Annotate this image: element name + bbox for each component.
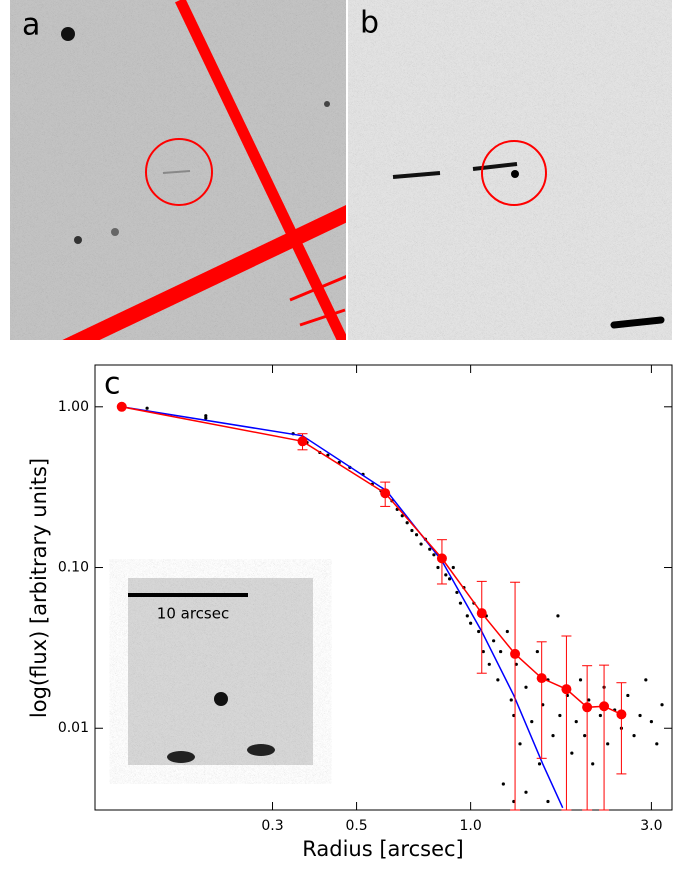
data-point <box>444 573 448 577</box>
data-point <box>469 621 473 625</box>
data-point <box>501 782 505 786</box>
panel-b-image <box>348 0 672 340</box>
data-point <box>570 751 574 755</box>
data-point <box>546 799 550 804</box>
x-tick-label: 0.3 <box>261 818 283 834</box>
data-point <box>524 685 528 689</box>
data-point <box>574 719 578 724</box>
data-point <box>660 703 664 707</box>
binned-point <box>436 553 447 564</box>
panel-label: a <box>22 8 40 43</box>
data-point <box>436 565 440 570</box>
data-point <box>410 528 414 533</box>
data-point <box>638 713 642 718</box>
data-point <box>598 713 602 718</box>
data-point <box>591 762 595 766</box>
x-tick-label: 3.0 <box>640 818 662 834</box>
data-point <box>492 639 496 643</box>
data-point <box>428 547 432 551</box>
binned-point <box>297 436 308 447</box>
data-point <box>204 416 208 420</box>
data-point <box>558 713 562 718</box>
panel-a-image <box>10 0 346 340</box>
data-point <box>465 614 469 618</box>
data-point <box>524 790 528 794</box>
data-point <box>649 719 654 724</box>
inset-label: 10 arcsec <box>157 605 229 623</box>
data-point <box>606 742 610 746</box>
binned-point <box>116 401 127 412</box>
binned-point <box>476 608 487 619</box>
data-point <box>655 742 659 746</box>
y-tick-label: 0.10 <box>58 560 89 576</box>
data-point <box>587 698 591 702</box>
inset-image <box>128 578 313 765</box>
data-point <box>451 565 455 570</box>
data-point <box>578 678 583 682</box>
data-point <box>481 649 485 654</box>
data-point <box>419 542 423 546</box>
binned-point <box>582 702 593 713</box>
y-axis-title: log(flux) [arbitrary units] <box>27 458 51 718</box>
data-point <box>405 521 409 525</box>
data-point <box>204 414 208 418</box>
data-point <box>509 698 513 702</box>
y-tick-label: 0.01 <box>58 720 89 736</box>
x-axis-title: Radius [arcsec] <box>302 837 463 861</box>
binned-point <box>536 673 547 684</box>
data-point <box>537 762 542 766</box>
x-tick-label: 0.5 <box>345 818 367 834</box>
data-point <box>583 734 587 738</box>
data-point <box>556 614 560 618</box>
data-point <box>626 693 630 698</box>
data-point <box>518 742 522 746</box>
data-point <box>477 629 481 634</box>
binned-point <box>380 488 391 499</box>
binned-point <box>561 684 572 695</box>
data-point <box>551 734 555 738</box>
binned-point <box>510 648 521 659</box>
binned-point <box>616 709 627 720</box>
data-point <box>487 662 491 666</box>
data-point <box>400 514 404 518</box>
data-point <box>432 553 436 557</box>
data-point <box>505 629 509 634</box>
data-point <box>535 649 539 654</box>
model-line <box>121 406 564 809</box>
data-point <box>455 590 459 595</box>
data-point <box>499 649 503 654</box>
data-point <box>496 678 500 682</box>
data-point <box>632 734 636 738</box>
data-point <box>145 406 149 410</box>
binned-point <box>599 701 610 712</box>
data-point <box>644 678 648 682</box>
data-point <box>414 533 419 537</box>
data-point <box>458 601 463 605</box>
y-tick-label: 1.00 <box>58 399 89 415</box>
x-tick-label: 1.0 <box>459 818 481 834</box>
panel-label: c <box>104 367 121 402</box>
data-point <box>447 577 452 581</box>
panel-label: b <box>360 6 379 41</box>
data-point <box>530 719 534 724</box>
